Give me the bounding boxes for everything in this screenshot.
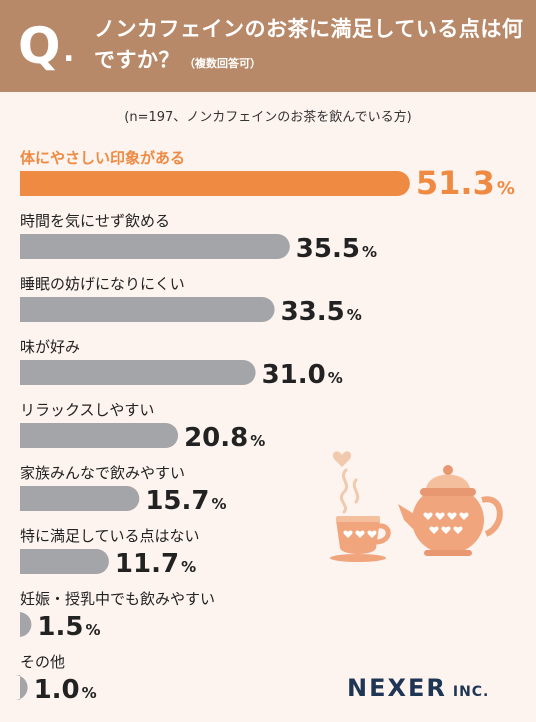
value-label: 31.0% bbox=[262, 360, 343, 390]
value-label: 15.7% bbox=[145, 486, 226, 516]
bar bbox=[15, 675, 28, 700]
category-label: 家族みんなで飲みやすい bbox=[20, 464, 185, 482]
value-unit: % bbox=[181, 558, 196, 576]
value-unit: % bbox=[362, 243, 377, 261]
category-label: 睡眠の妨げになりにくい bbox=[20, 275, 185, 293]
logo-main: NEXER bbox=[347, 674, 447, 702]
logo-suffix: INC. bbox=[452, 684, 490, 700]
value-unit: % bbox=[347, 306, 362, 324]
value-unit: % bbox=[497, 178, 515, 199]
teapot-illustration bbox=[330, 451, 503, 562]
category-label: 特に満足している点はない bbox=[20, 527, 200, 545]
value-label: 20.8% bbox=[184, 423, 265, 453]
question-text: ノンカフェインのお茶に満足している点は何ですか？ （複数回答可） bbox=[94, 14, 524, 79]
value-label: 11.7% bbox=[115, 549, 196, 579]
question-header: Q . ノンカフェインのお茶に満足している点は何ですか？ （複数回答可） bbox=[0, 0, 536, 92]
q-dot: . bbox=[63, 34, 75, 69]
bar bbox=[20, 486, 140, 511]
value-label: 33.5% bbox=[281, 297, 362, 327]
bar bbox=[20, 170, 410, 196]
bar bbox=[20, 233, 290, 259]
value-label: 35.5% bbox=[296, 234, 377, 264]
q-mark: Q bbox=[18, 17, 61, 75]
value-unit: % bbox=[250, 432, 265, 450]
category-label: 妊娠・授乳中でも飲みやすい bbox=[20, 590, 215, 608]
value-label: 51.3% bbox=[416, 164, 515, 202]
value-label: 1.5% bbox=[37, 612, 100, 642]
question-note: （複数回答可） bbox=[184, 57, 261, 70]
category-label: リラックスしやすい bbox=[20, 401, 154, 419]
value-label: 1.0% bbox=[34, 675, 97, 705]
category-label: 時間を気にせず飲める bbox=[20, 212, 170, 230]
value-unit: % bbox=[82, 684, 97, 702]
bar bbox=[20, 297, 275, 322]
value-unit: % bbox=[85, 621, 100, 639]
bar bbox=[20, 360, 256, 385]
bar bbox=[18, 612, 32, 637]
bar bbox=[20, 423, 179, 448]
sample-note: (n=197、ノンカフェインのお茶を飲んでいる方) bbox=[124, 110, 412, 125]
value-unit: % bbox=[211, 495, 226, 513]
nexer-logo: NEXER INC. bbox=[347, 674, 489, 702]
category-label: その他 bbox=[20, 653, 65, 671]
category-label: 味が好み bbox=[20, 338, 80, 356]
category-label: 体にやさしい印象がある bbox=[20, 149, 185, 167]
question-title: ノンカフェインのお茶に満足している点は何ですか？ bbox=[94, 17, 524, 72]
bar bbox=[20, 549, 109, 574]
value-unit: % bbox=[328, 369, 343, 387]
